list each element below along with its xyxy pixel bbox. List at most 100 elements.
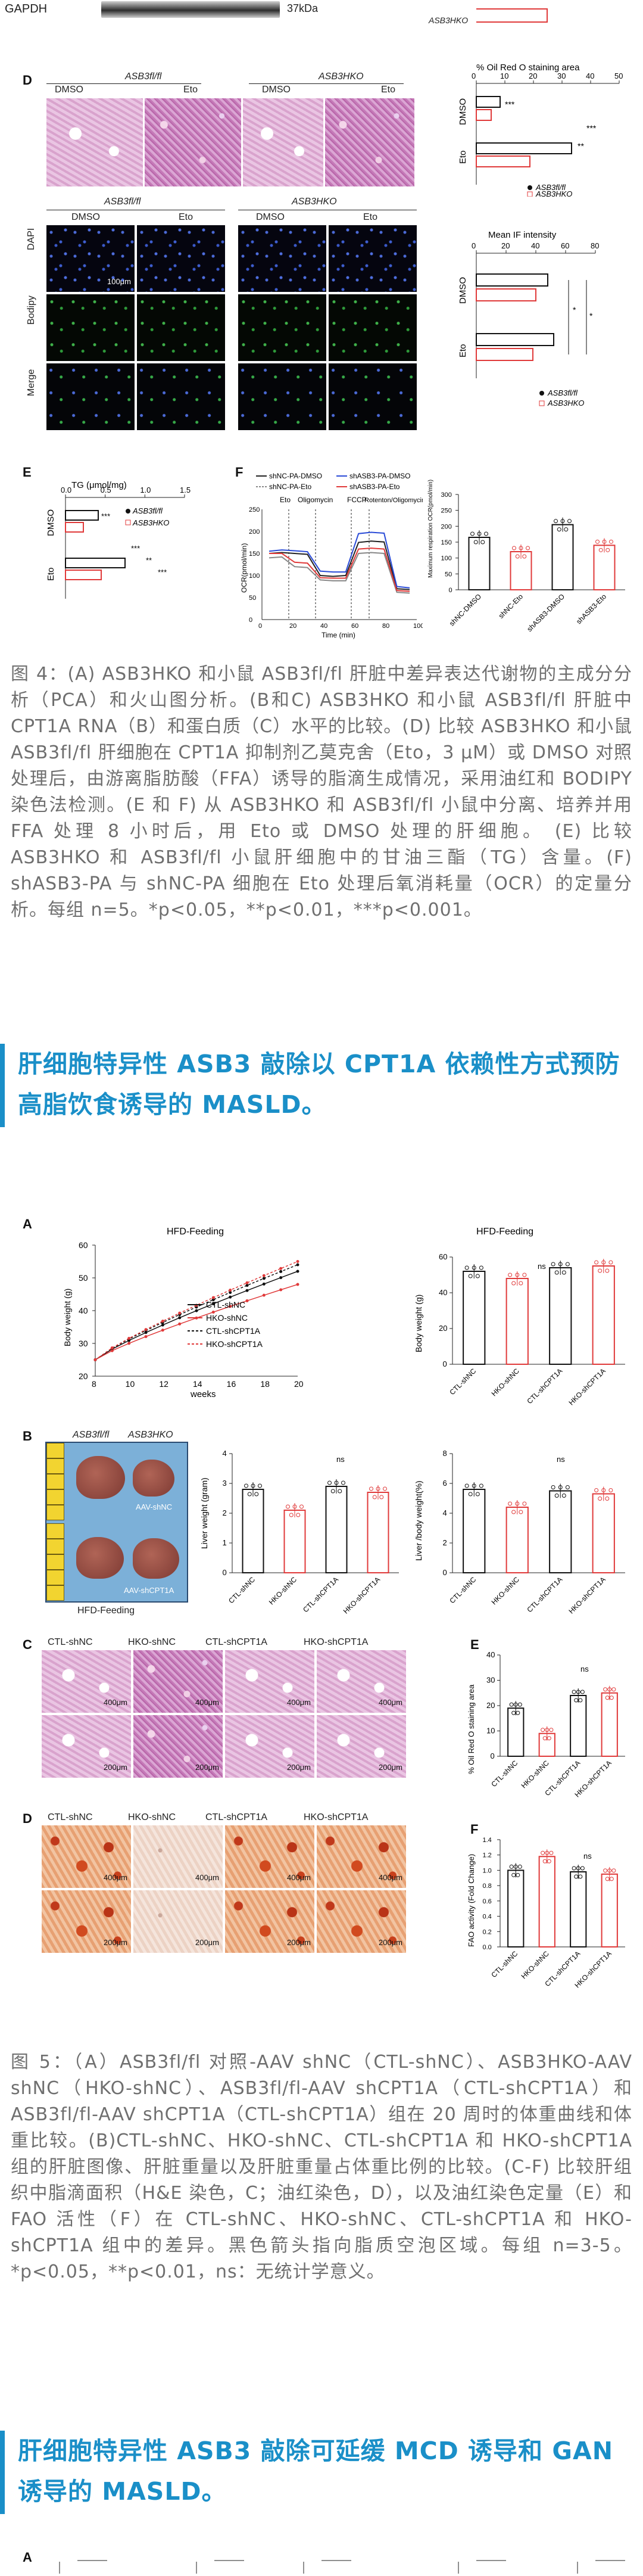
tick-label: 100	[413, 623, 423, 630]
if-dapi-4	[329, 225, 417, 292]
data-point-2	[560, 519, 565, 524]
legend-dot-fl	[539, 391, 544, 396]
data-point-0	[509, 1702, 514, 1707]
data-point-2	[578, 1874, 583, 1879]
oro5-ylabel: % Oil Red O staining area	[467, 1684, 476, 1774]
if-bodipy-1	[46, 294, 135, 361]
bw-series-0	[95, 1271, 298, 1361]
panel-letter-5a: A	[23, 1217, 32, 1231]
data-point-1	[511, 1281, 516, 1286]
if-dapi-2	[137, 225, 225, 292]
data-point-3	[603, 1868, 608, 1873]
tick-label: 50	[445, 571, 452, 578]
bar-0	[463, 1489, 486, 1573]
if-merge-1	[46, 363, 135, 430]
bar-1	[538, 1856, 555, 1947]
tick-label: 8	[92, 1379, 96, 1389]
eto-label-1: Eto	[183, 85, 198, 95]
kda-label: 37kDa	[287, 2, 319, 14]
data-point-1	[292, 1504, 297, 1509]
tick-label: 0	[258, 623, 262, 630]
data-point-2	[558, 1485, 563, 1489]
dmso-label-1: DMSO	[55, 85, 83, 95]
tg-bar-hko-eto	[65, 570, 102, 580]
bw-series-1	[95, 1284, 298, 1361]
tg-bar-fl-dmso	[65, 510, 99, 521]
category-label: CTL-shNC	[489, 1949, 519, 1979]
oro-bottom-2: 200μm	[133, 1890, 223, 1953]
ocr-ylabel: OCR(pmol/min)	[240, 543, 248, 593]
tick-label: 1.4	[483, 1837, 492, 1844]
ns-label: ns	[557, 1455, 565, 1464]
oro-top-1: 400μm	[42, 1825, 131, 1888]
scale-text: 200μm	[103, 1938, 127, 1947]
data-point-0	[464, 1265, 469, 1270]
data-point-0	[468, 1274, 473, 1278]
tick-label: 40	[439, 1288, 447, 1297]
legend-sq-hko	[539, 400, 545, 406]
liver-photo: AAV-shNC AAV-shCPT1A	[45, 1442, 188, 1603]
top-bar	[476, 8, 548, 23]
ocr-marker-rot: Rotenton/Oligomycin	[364, 497, 423, 504]
data-point-0	[473, 540, 478, 545]
ocr-bar-ylabel: Maximum respiration OCR(pmol/min)	[427, 480, 434, 578]
tick-label: 0.4	[483, 1914, 492, 1921]
sig-mark: **	[146, 556, 152, 565]
bar-3	[592, 1265, 615, 1365]
bw-line-ylabel: Body weight (g)	[63, 1289, 72, 1346]
tick-label: 60	[79, 1240, 88, 1250]
he-top-1: 400μm	[42, 1650, 131, 1713]
data-point-3	[603, 1687, 608, 1692]
data-point-2	[578, 1698, 583, 1703]
lbw-ylabel: Liver /body weight(%)	[414, 1480, 423, 1561]
he-top-4: 400μm	[317, 1650, 406, 1713]
he-col-2: HKO-shNC	[128, 1637, 176, 1647]
scale-text: 400μm	[286, 1698, 311, 1707]
sig-mark: ***	[131, 544, 140, 553]
tick-label: 20	[294, 1379, 304, 1389]
bw-legend-label-1: HKO-shNC	[206, 1313, 248, 1323]
data-point-1	[522, 1501, 527, 1506]
data-point-0	[472, 1483, 476, 1488]
tick-label: 250	[441, 508, 452, 515]
if-row-bodipy-text: Bodipy	[26, 295, 36, 325]
tick-label: 150	[249, 550, 260, 558]
data-point-1	[542, 1859, 547, 1863]
oro-row-dmso: DMSO	[458, 98, 468, 125]
tick-label: 0.2	[483, 1928, 492, 1936]
tick-label: 0	[443, 1359, 447, 1368]
data-point-1	[526, 546, 530, 550]
data-point-3	[601, 1488, 606, 1492]
panel-letter-5e: E	[470, 1637, 479, 1652]
tick-label: 0	[443, 1568, 447, 1577]
category-label: CTL-shNC	[227, 1575, 257, 1605]
panel-letter-d: D	[23, 73, 32, 88]
oro-quant-title: % Oil Red O staining area	[476, 63, 580, 73]
category-label: CTL-shCPT1A	[301, 1575, 340, 1614]
tick-label: 250	[249, 506, 260, 514]
tick-label: 6	[443, 1479, 447, 1488]
if-bar-fl-dmso	[476, 273, 548, 287]
if-merge-3	[238, 363, 326, 430]
if-bar-hko-dmso	[476, 288, 536, 301]
data-point-0	[517, 1864, 522, 1869]
tick-label: 2	[223, 1508, 227, 1517]
he-bottom-1: 200μm	[42, 1715, 131, 1778]
data-point-1	[549, 1850, 554, 1855]
scale-text: 200μm	[378, 1938, 402, 1947]
data-point-3	[369, 1486, 373, 1491]
panel-letter-6a: A	[23, 2550, 32, 2565]
scale-text: 200μm	[286, 1938, 311, 1947]
bw-bar-ylabel: Body weight (g)	[414, 1295, 423, 1352]
data-point-3	[598, 1497, 603, 1501]
data-point-2	[334, 1480, 339, 1485]
data-point-3	[594, 1260, 599, 1265]
bar-0	[507, 1869, 525, 1947]
tg-row-eto: Eto	[46, 567, 56, 581]
category-label: HKO-shNC	[520, 1759, 551, 1790]
scale-text: 400μm	[378, 1873, 402, 1882]
liver-body-ratio-chart: Liver /body weight(%) 0 2 4 6 8 CTL-shNC HKO-…	[414, 1449, 625, 1616]
data-point-1	[512, 546, 516, 550]
data-point-0	[464, 1483, 469, 1488]
tick-label: 80	[382, 623, 389, 630]
